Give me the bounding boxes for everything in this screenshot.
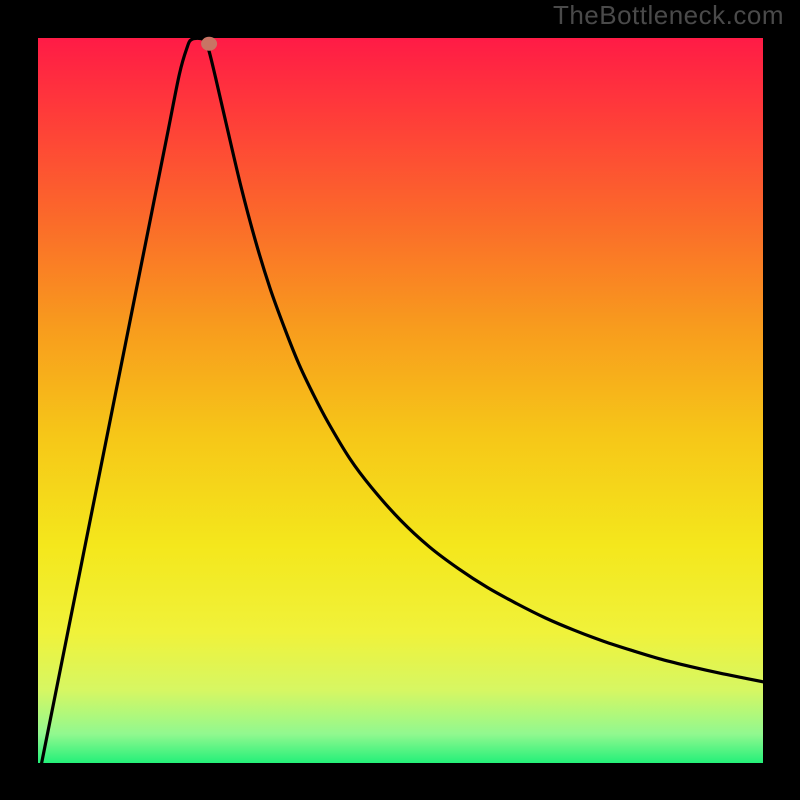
plot-area bbox=[38, 38, 763, 763]
chart-frame: TheBottleneck.com bbox=[0, 0, 800, 800]
optimum-marker bbox=[201, 37, 217, 51]
curve-layer bbox=[38, 38, 763, 763]
bottleneck-curve bbox=[42, 38, 763, 763]
watermark-text: TheBottleneck.com bbox=[553, 0, 784, 31]
